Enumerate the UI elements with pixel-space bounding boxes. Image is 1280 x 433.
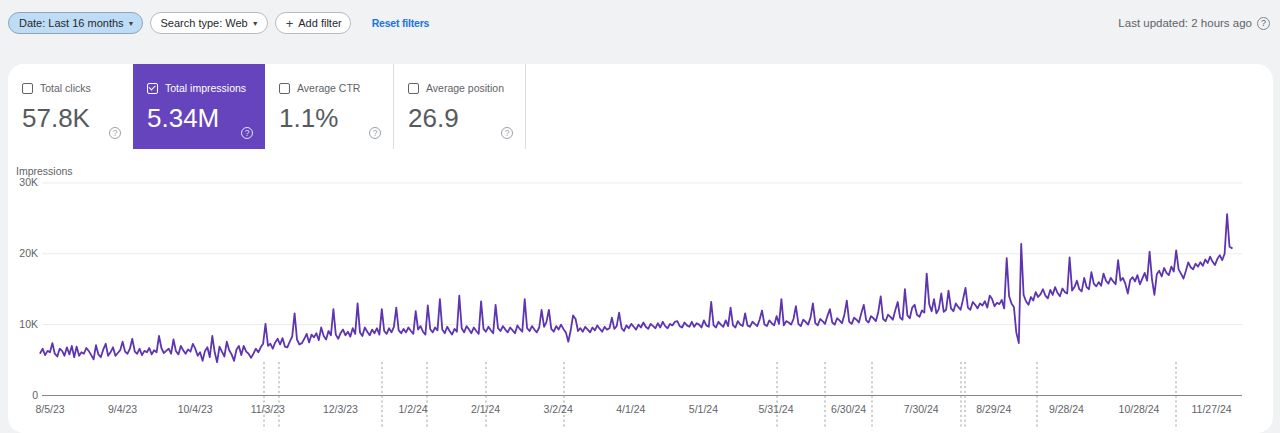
gridlines: 0 10K 20K 30K: [19, 176, 1242, 401]
svg-text:9/4/23: 9/4/23: [108, 403, 137, 415]
svg-text:30K: 30K: [19, 176, 38, 188]
svg-text:5/1/24: 5/1/24: [689, 403, 718, 415]
svg-text:11/27/24: 11/27/24: [1192, 403, 1232, 415]
svg-text:7/30/24: 7/30/24: [904, 403, 939, 415]
svg-text:10/28/24: 10/28/24: [1119, 403, 1160, 415]
svg-text:2/1/24: 2/1/24: [471, 403, 500, 415]
impressions-chart: 0 10K 20K 30K 8/5/23 9/4/23 10/4/23 11/3/23 12/3…: [0, 0, 1280, 433]
svg-text:10K: 10K: [19, 318, 38, 330]
svg-text:12/3/23: 12/3/23: [323, 403, 358, 415]
svg-text:8/29/24: 8/29/24: [976, 403, 1011, 415]
svg-text:3/2/24: 3/2/24: [544, 403, 573, 415]
svg-text:20K: 20K: [19, 247, 38, 259]
svg-text:4/1/24: 4/1/24: [616, 403, 645, 415]
svg-text:8/5/23: 8/5/23: [35, 403, 64, 415]
svg-text:10/4/23: 10/4/23: [178, 403, 213, 415]
svg-text:11/3/23: 11/3/23: [251, 403, 285, 415]
x-axis-labels: 8/5/23 9/4/23 10/4/23 11/3/23 12/3/23 1/2/24 2…: [35, 403, 1231, 415]
svg-text:1/2/24: 1/2/24: [398, 403, 427, 415]
impressions-line: [40, 214, 1232, 362]
svg-text:6/30/24: 6/30/24: [831, 403, 866, 415]
svg-text:0: 0: [32, 389, 38, 401]
svg-text:5/31/24: 5/31/24: [758, 403, 793, 415]
svg-text:9/28/24: 9/28/24: [1049, 403, 1084, 415]
